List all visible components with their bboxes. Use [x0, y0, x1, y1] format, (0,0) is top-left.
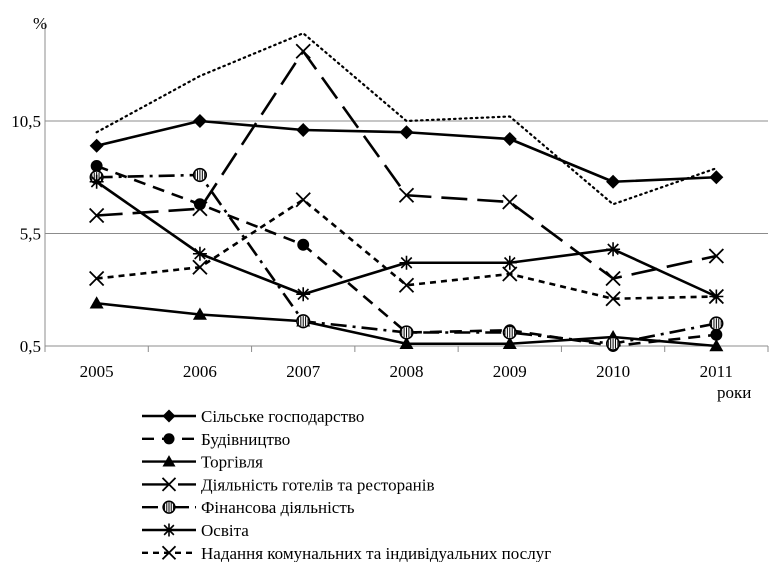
data-point: [89, 270, 105, 287]
legend-marker: [161, 477, 177, 492]
x-tick-label: 2011: [700, 362, 733, 381]
legend: Сільське господарство Будівництво Торгівля…: [142, 407, 551, 562]
data-point: [502, 255, 517, 270]
series-group: [89, 32, 724, 352]
data-point: [192, 259, 208, 275]
series-line: [95, 180, 717, 298]
series-3: [89, 296, 724, 352]
x-tick-labels: 2005 2006 2007 2008 2009 2010 2011: [80, 362, 733, 381]
data-point: [399, 255, 414, 270]
legend-marker: [162, 523, 176, 537]
series-1: [89, 114, 724, 189]
data-point: [192, 307, 207, 320]
data-point: [295, 43, 311, 59]
legend-item: Фінансова діяльність: [142, 498, 355, 517]
legend-label: Діяльність готелів та ресторанів: [201, 475, 435, 494]
x-tick-label: 2008: [390, 362, 424, 381]
data-point: [193, 198, 206, 211]
series-7: [89, 192, 724, 307]
data-point: [399, 336, 414, 349]
series-line: [95, 32, 718, 206]
legend-item: Торгівля: [142, 453, 263, 472]
legend-label: Фінансова діяльність: [201, 498, 355, 517]
series-4: [89, 43, 724, 287]
data-point: [295, 192, 311, 208]
data-point: [606, 242, 621, 257]
data-point: [502, 132, 517, 146]
legend-item: Сільське господарство: [142, 407, 364, 426]
y-tick-label: 0,5: [20, 337, 41, 356]
data-point: [89, 296, 104, 309]
y-tick-label: 5,5: [20, 225, 41, 244]
data-point: [398, 187, 415, 203]
x-tick-label: 2005: [80, 362, 114, 381]
gridlines: [45, 120, 768, 347]
data-point: [89, 174, 104, 189]
series-8: [95, 32, 718, 206]
legend-label: Освіта: [201, 521, 249, 540]
data-point: [399, 125, 414, 140]
legend-item: Будівництво: [142, 430, 290, 449]
data-point: [192, 201, 208, 217]
data-point: [708, 248, 724, 264]
data-point: [89, 207, 105, 224]
series-line: [96, 198, 717, 301]
legend-marker: [161, 545, 177, 560]
y-axis-label: %: [33, 14, 47, 33]
data-point: [709, 170, 724, 185]
data-point: [502, 194, 518, 210]
x-tick-label: 2010: [596, 362, 630, 381]
legend-item: Освіта: [142, 521, 249, 540]
data-point: [708, 288, 724, 305]
data-point: [398, 277, 415, 293]
x-axis-label: роки: [717, 383, 751, 402]
data-point: [192, 114, 207, 128]
data-point: [710, 328, 723, 341]
legend-marker: [162, 409, 176, 423]
data-point: [296, 287, 311, 302]
legend-item: Діяльність готелів та ресторанів: [142, 475, 435, 494]
data-point: [90, 160, 103, 172]
legend-marker: [163, 433, 175, 445]
x-tick-label: 2007: [286, 362, 321, 381]
legend-label: Сільське господарство: [201, 407, 364, 426]
x-tick-label: 2006: [183, 362, 217, 381]
legend-marker: [162, 455, 176, 467]
data-point: [502, 266, 518, 282]
data-point: [709, 339, 724, 352]
legend-item: Надання комунальних та індивідуальних по…: [142, 544, 551, 562]
data-point: [605, 291, 621, 307]
data-point: [606, 174, 621, 189]
legend-label: Торгівля: [201, 453, 263, 472]
x-tick-label: 2009: [493, 362, 527, 381]
y-tick-labels: 0,5 5,5 10,5: [11, 112, 41, 356]
data-point: [296, 123, 311, 137]
legend-label: Будівництво: [201, 430, 290, 449]
series-5: [89, 167, 724, 351]
data-point: [192, 246, 207, 261]
data-point: [89, 138, 104, 153]
y-tick-label: 10,5: [11, 112, 41, 131]
data-point: [297, 238, 310, 251]
data-point: [502, 336, 517, 349]
series-line: [96, 49, 717, 280]
legend-label: Надання комунальних та індивідуальних по…: [201, 544, 551, 562]
data-point: [605, 270, 621, 287]
